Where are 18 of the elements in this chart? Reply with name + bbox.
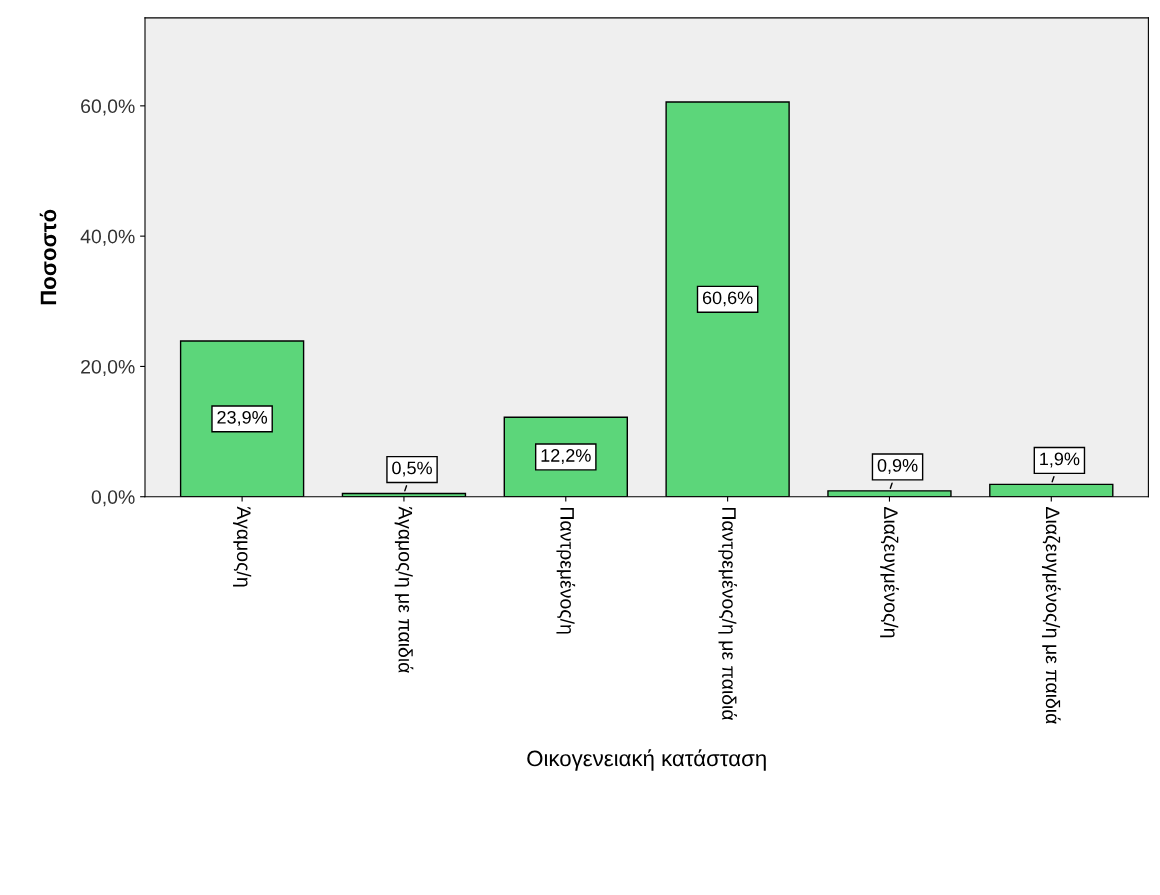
data-label: 12,2% bbox=[541, 449, 591, 464]
x-axis-title: Οικογενειακή κατάσταση bbox=[527, 749, 766, 771]
x-tick-label: Διαζευγμένος/η με παιδιά bbox=[1041, 507, 1061, 724]
data-label: 23,9% bbox=[217, 410, 268, 426]
data-label: 0,9% bbox=[877, 458, 918, 474]
x-tick-label: Διαζευγμένος/η bbox=[880, 507, 899, 638]
x-tick-label: Άγαμος/η bbox=[233, 506, 252, 587]
x-tick-label: Άγαμος/η με παιδιά bbox=[394, 506, 414, 673]
data-label: 0,5% bbox=[392, 461, 432, 477]
y-tick-label: 40,0% bbox=[80, 229, 135, 246]
y-tick-label: 20,0% bbox=[81, 359, 135, 376]
y-tick-label: 0,0% bbox=[91, 490, 135, 507]
y-tick-label: 60,0% bbox=[81, 99, 135, 116]
data-label: 60,6% bbox=[702, 291, 753, 307]
x-tick-label: Παντρεμένος/η bbox=[556, 508, 576, 634]
x-tick-label: Παντρεμένος/η με παιδιά bbox=[718, 508, 737, 721]
data-label: 1,9% bbox=[1040, 452, 1080, 468]
y-axis-title: Ποσοστό bbox=[39, 209, 57, 305]
